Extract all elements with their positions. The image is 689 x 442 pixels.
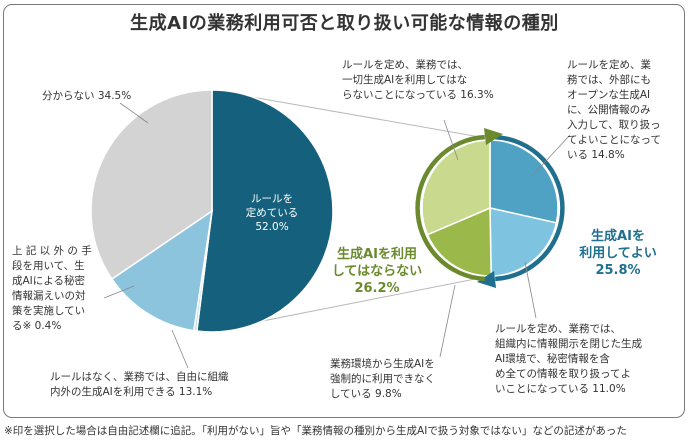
group-allowed-line1: 生成AIを — [591, 229, 645, 244]
allno-line: ルールを定め、業務では、 — [342, 59, 468, 71]
slice-label-allno: ルールを定め、業務では、 一切生成AIを利用してはな らないことになっている 1… — [342, 58, 512, 103]
slice-label-rule: ルールを 定めている 52.0% — [232, 192, 312, 234]
slice-label-closed: ルールを定め、業務では、 組織内に情報開示を閉じた生成 AI環境で、秘密情報を含… — [495, 322, 680, 397]
closed-line: 組織内に情報開示を閉じた生成 — [495, 338, 642, 350]
forced-line: 業務環境から生成AIを — [330, 358, 435, 370]
forced-line: 強制的に利用できなく — [330, 373, 435, 385]
slice-label-other: 上 記 以 外 の 手 段を用いて、生 成AIによる秘密 情報漏えいの対 策を実… — [12, 244, 108, 334]
main-pie — [90, 89, 334, 333]
slice-label-rule-line2: 定めている — [245, 207, 299, 219]
other-line: 段を用いて、生 — [12, 260, 85, 272]
group-notallowed-pct: 26.2% — [354, 281, 400, 296]
breakdown-pie — [421, 139, 559, 277]
allowed-arrow — [495, 134, 565, 282]
slice-label-external: ルールを定め、業 務では、外部にも オープンな生成AI に、公開情報のみ 入力し… — [567, 58, 682, 163]
other-line: る※ 0.4% — [12, 320, 62, 332]
allno-line: 一切生成AIを利用してはな — [342, 74, 468, 86]
leader-external — [531, 134, 571, 177]
norule-line: 内外の生成AIを利用できる 13.1% — [50, 386, 213, 398]
allowed-arrowhead — [477, 271, 496, 288]
leader-norule — [171, 329, 189, 369]
norule-line: ルールはなく、業務では、自由に組織 — [50, 371, 229, 383]
leader-other — [103, 285, 135, 299]
footnote: ※印を選択した場合は自由記述欄に追記。「利用がない」旨や「業務情報の種別から生成… — [4, 425, 627, 437]
pie-slice-allNo — [421, 139, 491, 236]
not-allowed-arrow — [415, 134, 485, 282]
closed-line: いことになっている 11.0% — [495, 383, 626, 395]
group-notallowed-line2: してはならない — [331, 264, 423, 279]
chart-title: 生成AIの業務利用可否と取り扱い可能な情報の種別 — [130, 13, 559, 34]
external-line: 入力して、取り扱っ — [567, 119, 661, 131]
slice-label-norule: ルールはなく、業務では、自由に組織 内外の生成AIを利用できる 13.1% — [50, 370, 290, 400]
external-line: オープンな生成AI — [567, 89, 651, 101]
slice-label-rule-line1: ルールを — [251, 193, 293, 205]
external-line: に、公開情報のみ — [567, 104, 651, 116]
pie-slice-externalPublic — [489, 139, 559, 224]
other-line: 策を実施してい — [12, 305, 86, 317]
closed-line: ルールを定め、業務では、 — [495, 323, 621, 335]
group-label-allowed: 生成AIを 利用してよい 25.8% — [563, 228, 673, 279]
leader-allno — [443, 119, 459, 161]
other-line: 上 記 以 外 の 手 — [12, 245, 92, 257]
other-line: 成AIによる秘密 — [12, 275, 85, 287]
allno-line: らないことになっている 16.3% — [342, 89, 494, 101]
group-allowed-line2: 利用してよい — [579, 246, 657, 261]
pie-slice-noRule — [110, 209, 213, 332]
group-notallowed-line1: 生成AIを利用 — [337, 247, 417, 262]
pie-slice-unknown — [90, 89, 213, 281]
forced-line: している 9.8% — [330, 388, 402, 400]
external-line: てよいことになって — [567, 134, 661, 146]
slice-label-forced: 業務環境から生成AIを 強制的に利用できなく している 9.8% — [330, 357, 480, 402]
group-label-not-allowed: 生成AIを利用 してはならない 26.2% — [322, 246, 432, 297]
not-allowed-arrowhead — [484, 128, 503, 145]
pie-slice-closedEnv — [489, 207, 558, 277]
slice-label-rule-pct: 52.0% — [255, 221, 289, 233]
other-line: 情報漏えいの対 — [12, 290, 86, 302]
external-line: ルールを定め、業 — [567, 59, 651, 71]
pie-slice-rule — [195, 89, 334, 333]
closed-line: め全ての情報を取り扱ってよ — [495, 368, 631, 380]
leader-unknown — [119, 102, 149, 124]
external-line: いる 14.8% — [567, 149, 625, 161]
external-line: 務では、外部にも — [567, 74, 651, 86]
leader-forced — [439, 284, 456, 358]
slice-label-unknown: 分からない 34.5% — [42, 90, 132, 102]
group-allowed-pct: 25.8% — [595, 263, 641, 278]
closed-line: AI環境で、秘密情報を含 — [495, 353, 610, 365]
leader-closed — [524, 261, 537, 319]
